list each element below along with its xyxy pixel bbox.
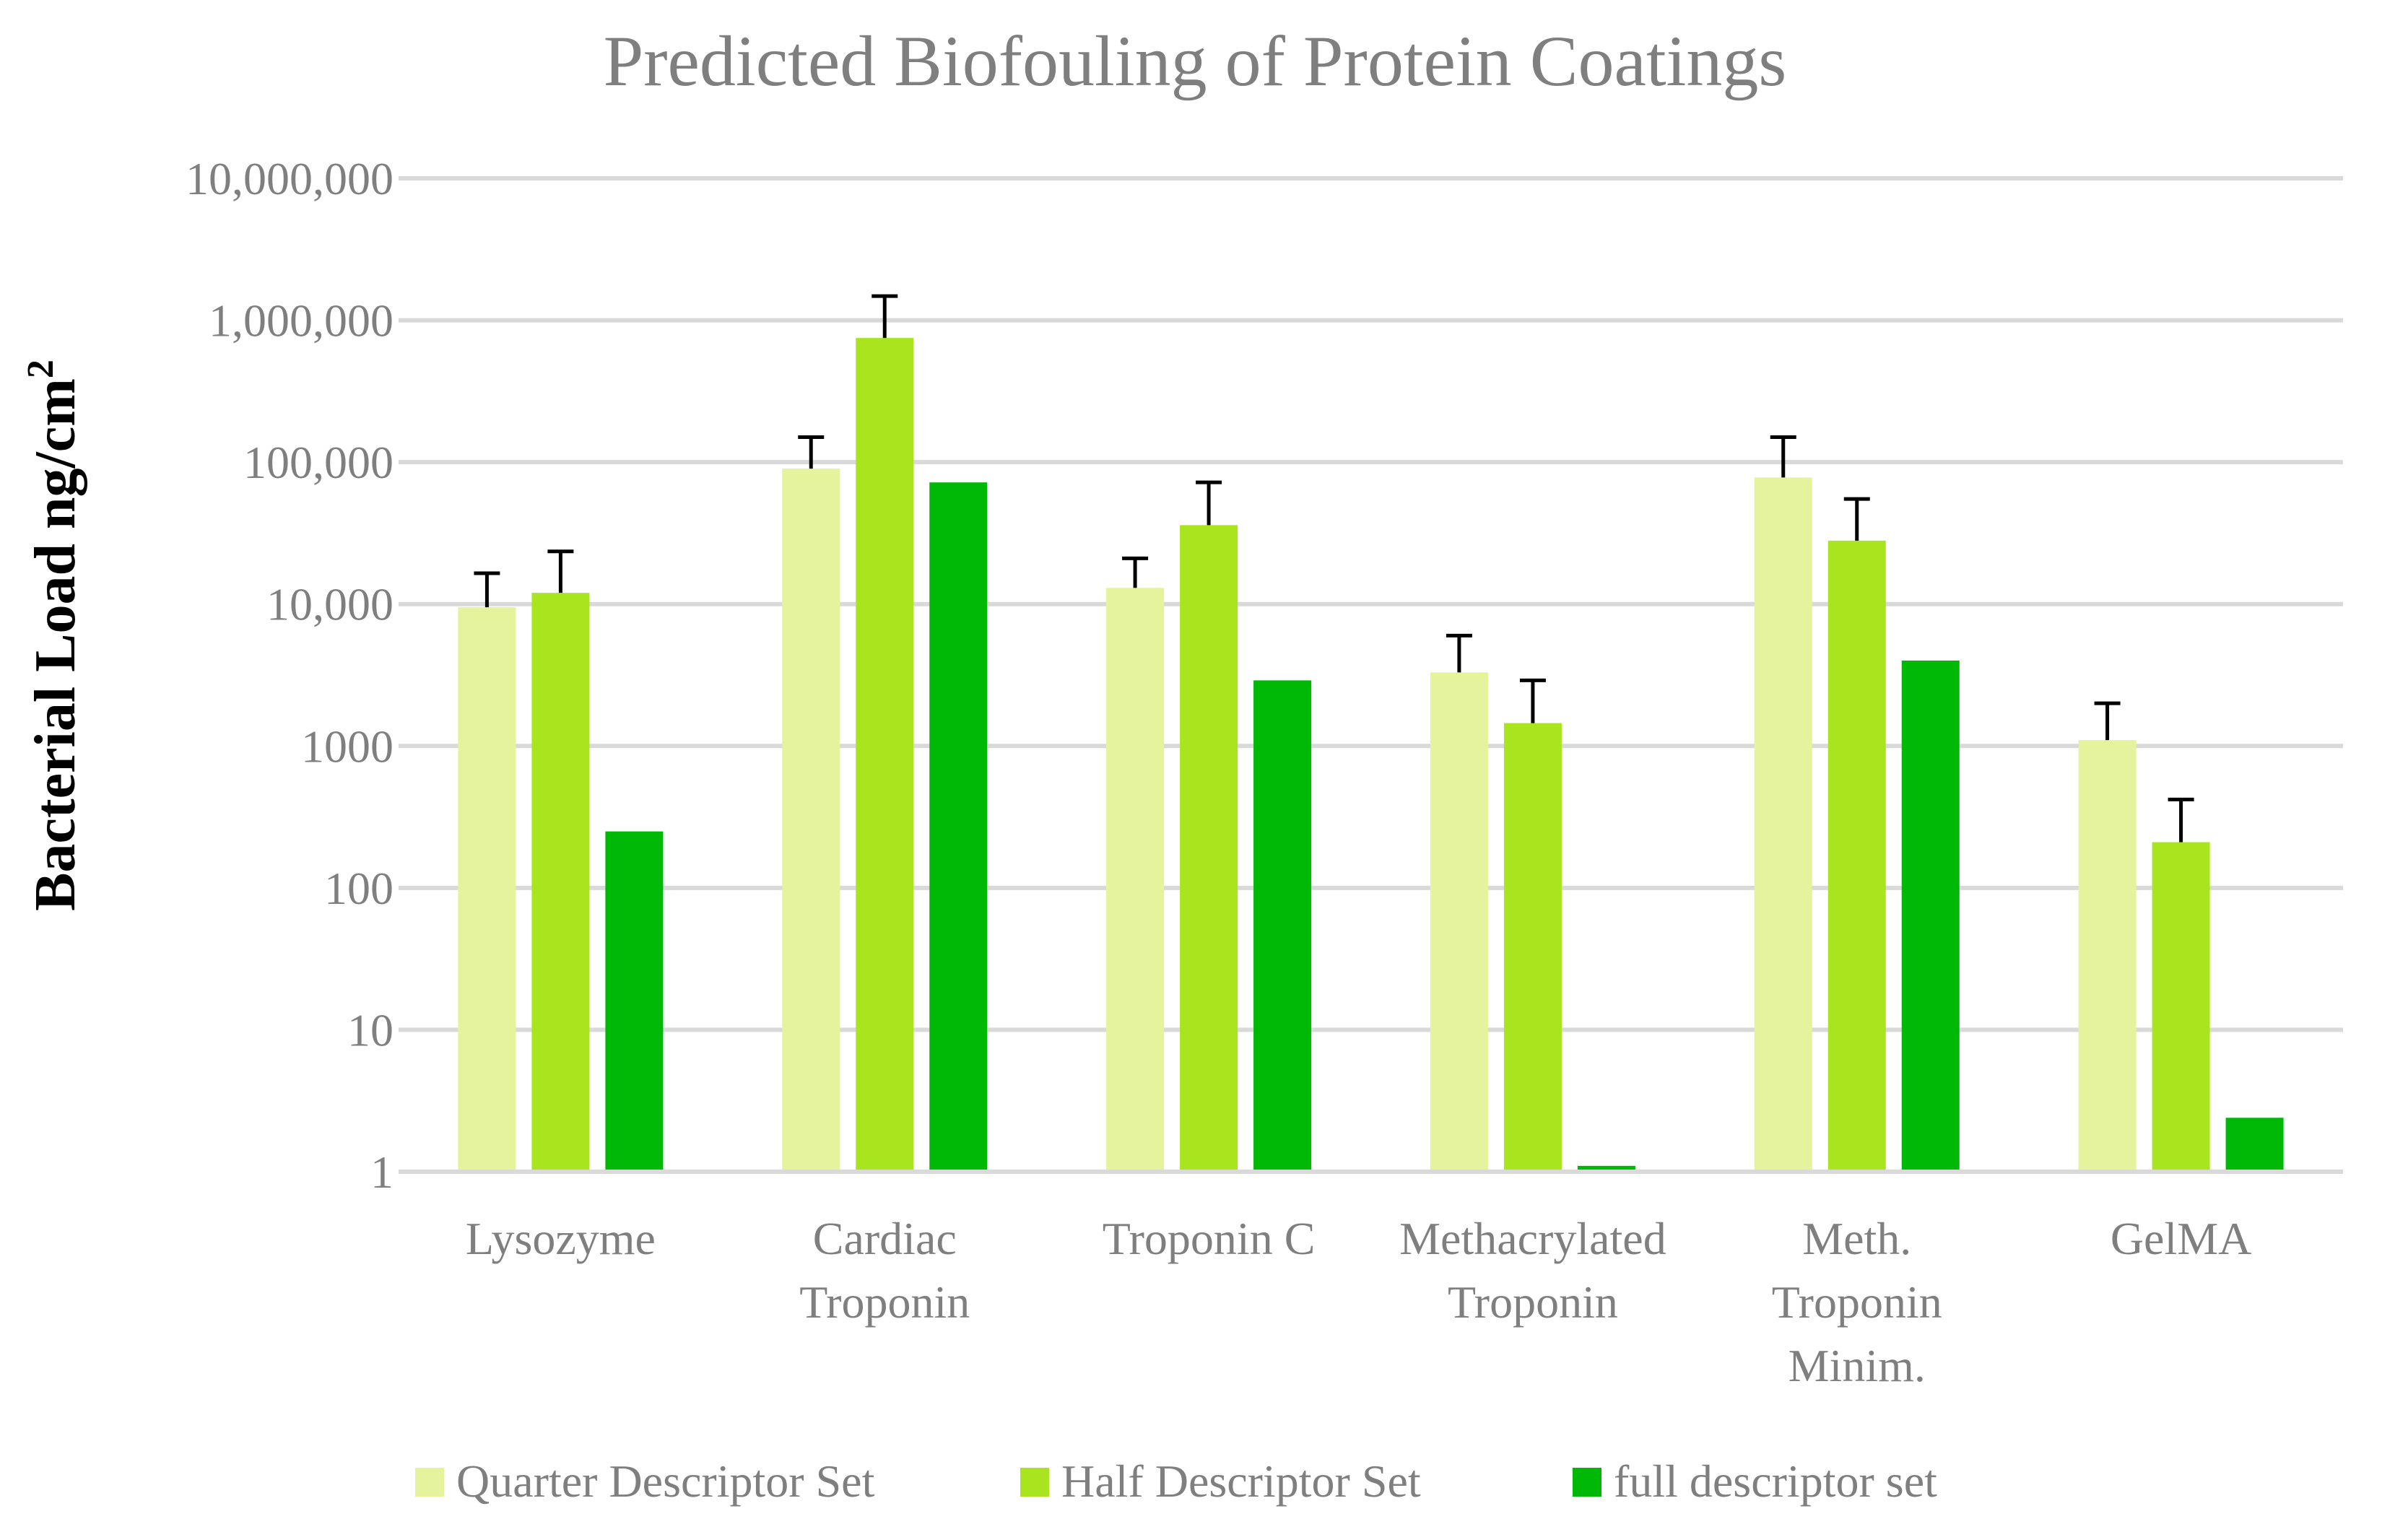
chart-title: Predicted Biofouling of Protein Coatings	[604, 21, 1787, 101]
legend-entry: Half Descriptor Set	[1020, 1455, 1421, 1507]
category-label: Troponin C	[1103, 1213, 1316, 1264]
bar	[1901, 660, 1960, 1170]
error-bar	[1446, 633, 1472, 673]
bar	[1827, 540, 1886, 1170]
bar	[2078, 740, 2137, 1170]
error-bar	[1770, 435, 1796, 478]
y-tick-label: 10	[347, 1004, 394, 1056]
error-bar	[474, 571, 500, 608]
y-tick-label: 1000	[301, 721, 394, 772]
y-tick-label: 100	[324, 863, 394, 914]
y-axis-title-superscript: 2	[20, 360, 61, 378]
legend-label: Quarter Descriptor Set	[456, 1455, 875, 1507]
bar	[1180, 525, 1238, 1170]
legend-label: Half Descriptor Set	[1061, 1455, 1421, 1507]
category-label: Troponin	[1448, 1276, 1618, 1328]
legend-label: full descriptor set	[1614, 1455, 1937, 1507]
error-bar	[2094, 701, 2121, 741]
bar	[1503, 723, 1562, 1170]
error-bar	[1196, 480, 1222, 526]
category-label: Troponin	[1772, 1276, 1942, 1328]
legend-swatch	[1020, 1468, 1049, 1497]
error-bar	[2168, 797, 2194, 843]
y-axis-title: Bacterial Load ng/cm2	[20, 360, 87, 911]
category-label: Troponin	[799, 1276, 970, 1328]
error-bar	[1122, 556, 1149, 588]
legend-swatch	[1573, 1468, 1601, 1497]
bar	[605, 831, 664, 1170]
category-label: Minim.	[1788, 1340, 1926, 1391]
category-label: Methacrylated	[1399, 1213, 1666, 1264]
legend-entry: Quarter Descriptor Set	[415, 1455, 875, 1507]
bar	[1430, 672, 1488, 1170]
y-axis-tick-labels: 1 10 100 1000 10,000 100,000 1,000,000 10,000,0…	[186, 153, 394, 1198]
error-bar	[1519, 678, 1546, 723]
bar	[531, 593, 590, 1170]
bars	[458, 338, 2284, 1170]
y-tick-label: 100,000	[243, 437, 394, 488]
category-label: Meth.	[1802, 1213, 1911, 1264]
x-axis-category-labels: Lysozyme Cardiac Troponin Troponin C Methacr…	[466, 1213, 2251, 1391]
error-bar	[547, 549, 574, 593]
bar	[458, 607, 516, 1170]
y-tick-label: 1	[370, 1146, 394, 1198]
bar	[2152, 842, 2210, 1170]
bar	[1754, 477, 1812, 1170]
bar	[1106, 588, 1165, 1170]
bar	[929, 482, 988, 1170]
gridlines	[399, 176, 2343, 1174]
legend-entry: full descriptor set	[1573, 1455, 1937, 1507]
error-bars	[474, 294, 2194, 843]
category-label: Lysozyme	[466, 1213, 656, 1264]
bar	[856, 338, 914, 1170]
error-bar	[798, 435, 825, 469]
legend: Quarter Descriptor Set Half Descriptor Se…	[415, 1455, 1937, 1507]
error-bar	[1843, 497, 1870, 541]
category-label: Cardiac	[813, 1213, 957, 1264]
bar	[1577, 1165, 1635, 1170]
bar	[2225, 1118, 2284, 1170]
y-tick-label: 1,000,000	[209, 295, 394, 347]
y-tick-label: 10,000,000	[186, 153, 394, 204]
legend-swatch	[415, 1468, 444, 1497]
bar	[1253, 680, 1312, 1170]
error-bar	[872, 294, 898, 339]
y-tick-label: 10,000	[266, 579, 394, 630]
bar	[782, 469, 840, 1170]
category-label: GelMA	[2111, 1213, 2252, 1264]
y-axis-title-text: Bacterial Load ng/cm	[24, 378, 87, 911]
